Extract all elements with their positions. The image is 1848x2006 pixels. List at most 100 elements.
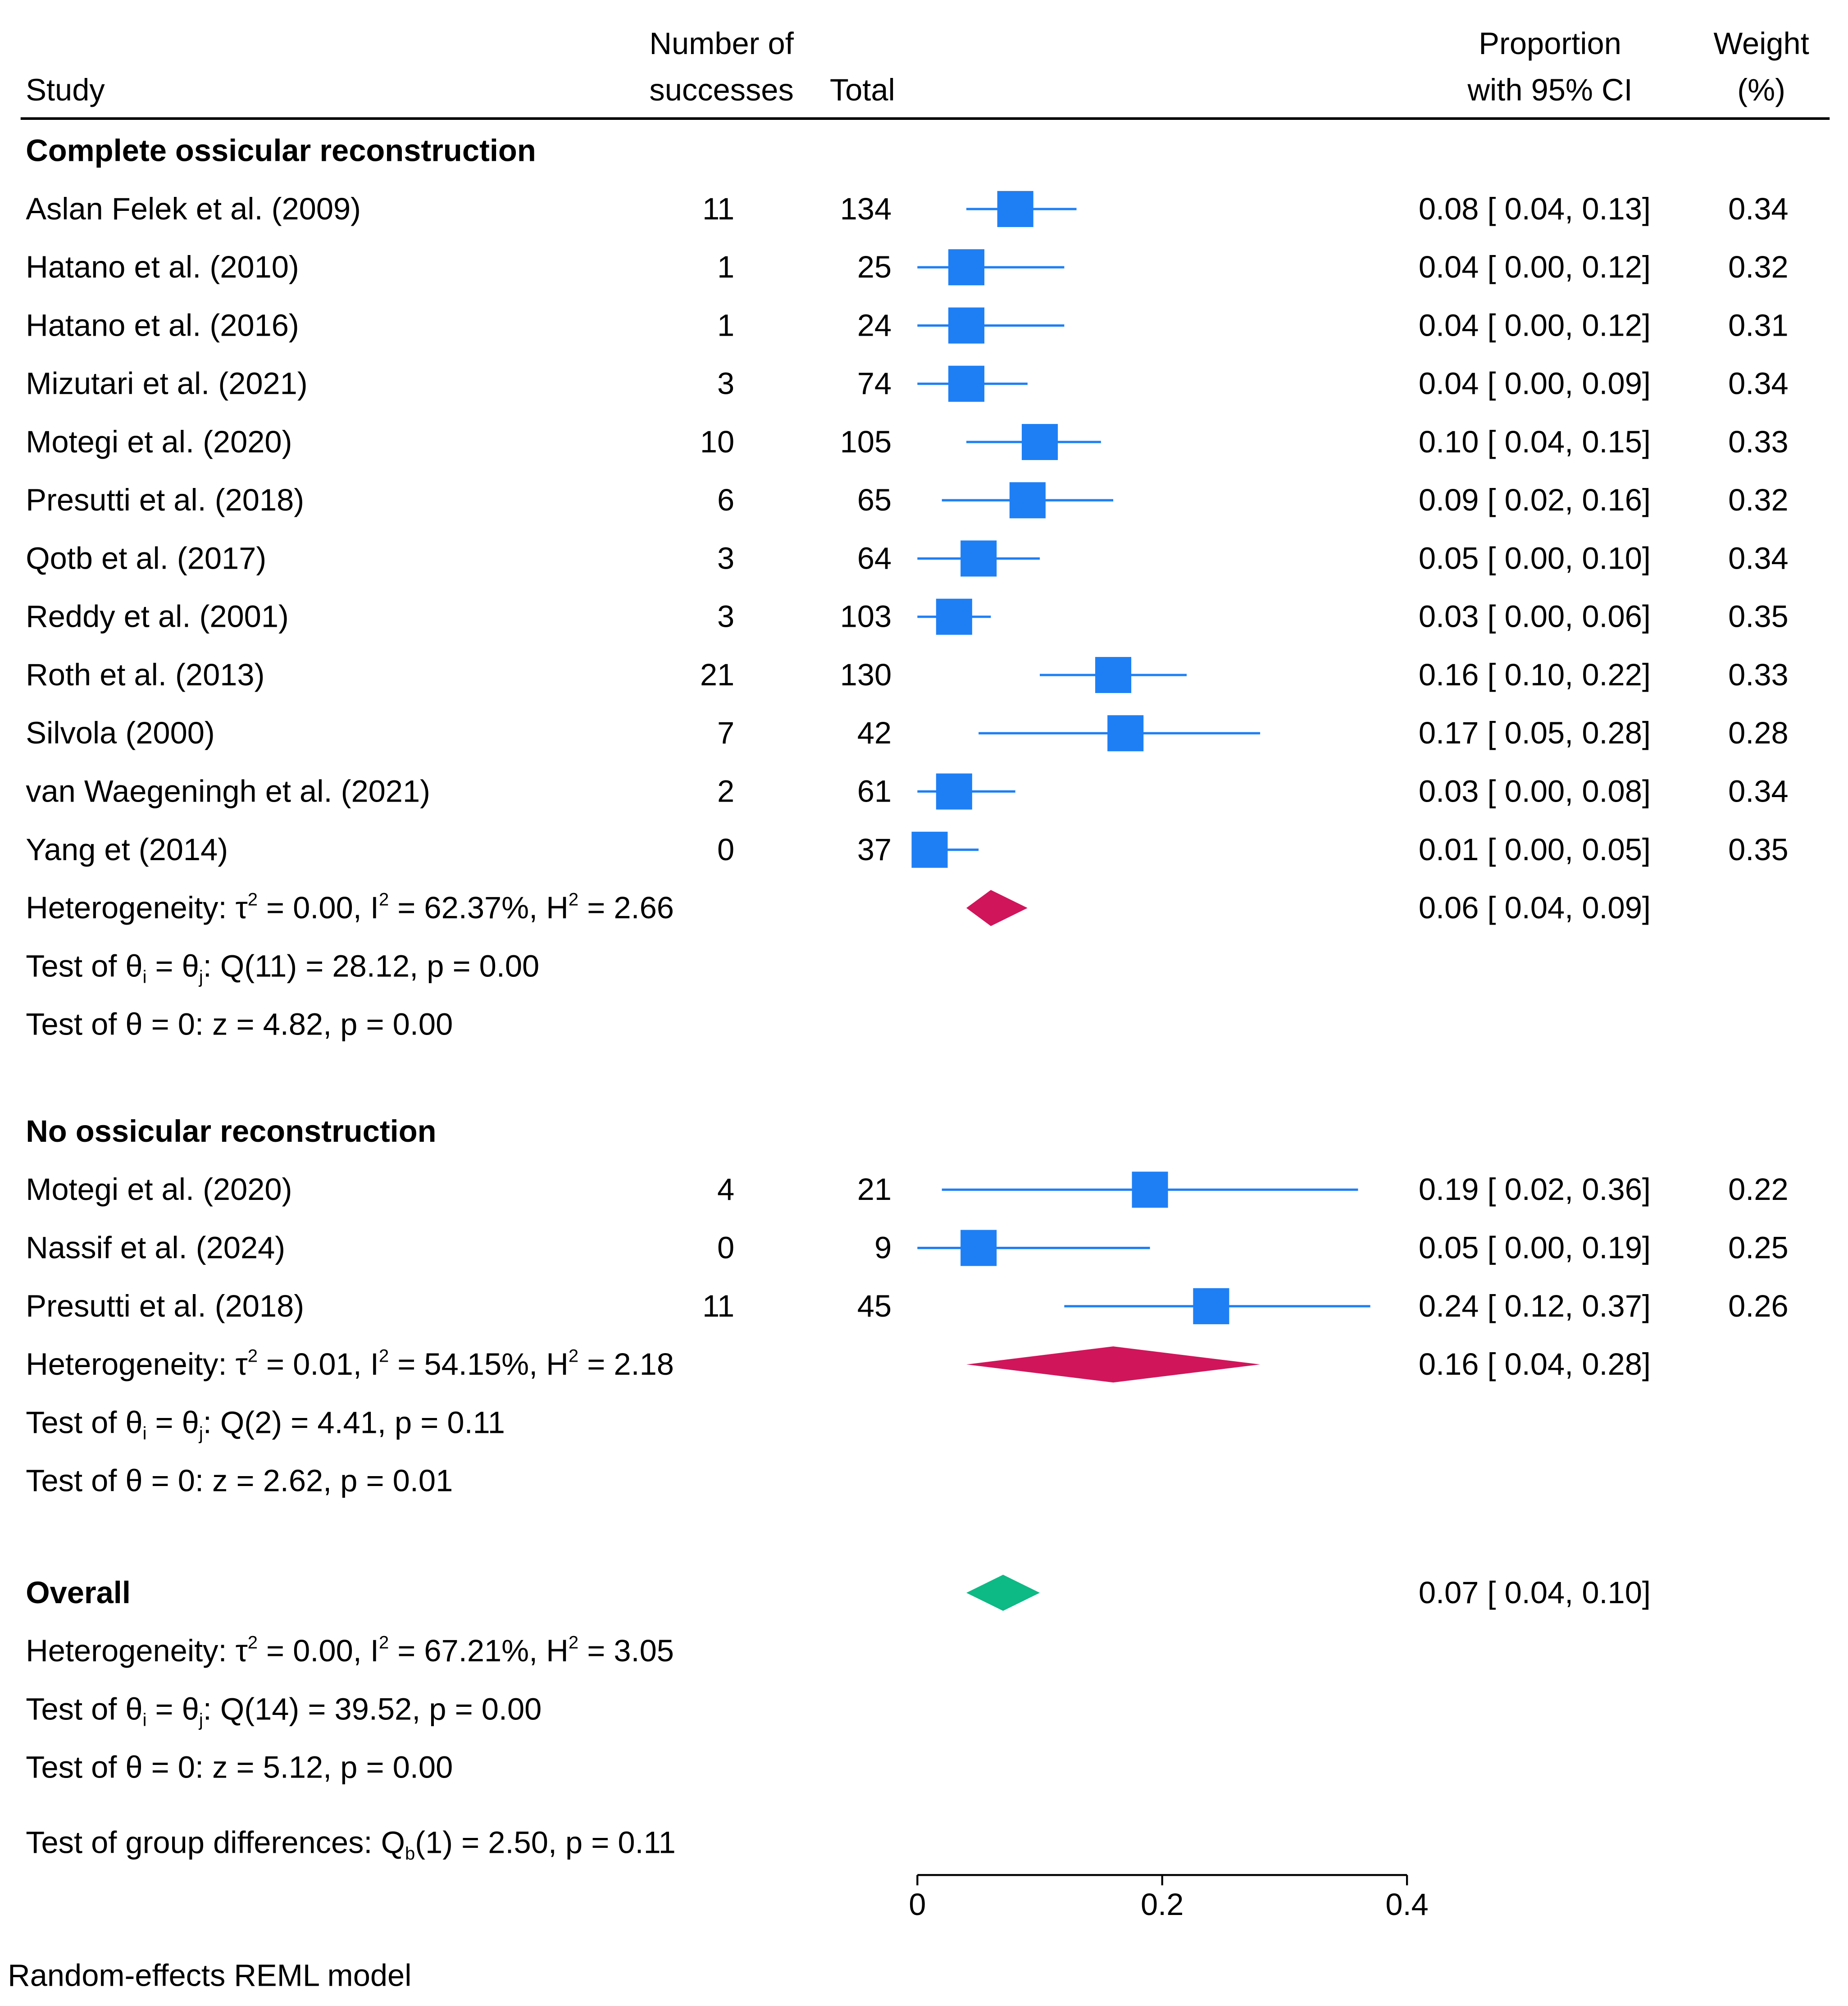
group-1-study-9-weight: 0.33 — [1728, 657, 1789, 692]
group-2-heterogeneity-tau-sup: 2 — [248, 1346, 258, 1366]
overall-heterogeneity-a: Heterogeneity: τ — [26, 1633, 248, 1668]
group-1-study-3-marker — [948, 307, 985, 344]
group-2-study-3-ci-text: 0.24 [ 0.12, 0.37] — [1419, 1289, 1651, 1323]
group-1-study-11-successes: 2 — [717, 774, 734, 808]
group-1-study-7-successes: 3 — [717, 541, 734, 575]
group-1-heterogeneity-h-sup: 2 — [569, 889, 578, 909]
overall-heterogeneity-h-sup: 2 — [569, 1633, 578, 1653]
group-2-q-test-c: : Q(2) = 4.41, p = 0.11 — [203, 1405, 505, 1440]
group-1-study-2-name: Hatano et al. (2010) — [26, 250, 299, 284]
group-1-study-1-weight: 0.34 — [1728, 191, 1789, 226]
group-1-title: Complete ossicular reconstruction — [26, 133, 536, 168]
group-1-study-12-total: 37 — [857, 832, 892, 867]
group-1-study-9-successes: 21 — [700, 657, 734, 692]
group-2-heterogeneity-b: = 0.01, I — [258, 1347, 379, 1381]
group-1-study-10-total: 42 — [857, 716, 892, 750]
group-1-study-2-marker — [948, 249, 985, 286]
group-1-heterogeneity-i-sup: 2 — [379, 889, 389, 909]
group-2-study-1-successes: 4 — [717, 1172, 734, 1207]
group-1-study-9-name: Roth et al. (2013) — [26, 657, 264, 692]
group-1-study-4-successes: 3 — [717, 366, 734, 401]
group-1-study-11-ci-text: 0.03 [ 0.00, 0.08] — [1419, 774, 1651, 808]
group-1-heterogeneity: Heterogeneity: τ2​ = 0.00, I2​ = 62.37%,… — [26, 889, 674, 925]
group-1-study-3-total: 24 — [857, 308, 892, 342]
overall-q-test-j-sub: j — [199, 1710, 203, 1730]
group-1-study-7-total: 64 — [857, 541, 892, 575]
group-diff-suffix: (1) = 2.50, p = 0.11 — [415, 1825, 676, 1860]
overall-label: Overall — [26, 1575, 131, 1610]
group-1-study-12-weight: 0.35 — [1728, 832, 1789, 867]
group-2-study-3-successes: 11 — [702, 1289, 734, 1323]
x-tick-label-2: 0.4 — [1385, 1887, 1428, 1922]
group-1-study-3-successes: 1 — [717, 308, 734, 342]
group-2-q-test-b: = θ — [146, 1405, 199, 1440]
group-1-study-4-weight: 0.34 — [1728, 366, 1789, 401]
footnote-model: Random-effects REML model — [8, 1958, 411, 1992]
overall-q-test-i-sub: i — [143, 1710, 147, 1730]
header-study: Study — [26, 73, 105, 107]
group-1-study-1-marker — [997, 191, 1033, 227]
header-weight-line1: Weight — [1713, 26, 1809, 61]
overall-heterogeneity-tau-sup: 2 — [248, 1633, 258, 1653]
group-2-study-2-successes: 0 — [717, 1231, 734, 1265]
group-1-study-5-total: 105 — [840, 424, 892, 459]
group-1-study-6-successes: 6 — [717, 483, 734, 517]
group-2-pooled-diamond — [966, 1346, 1261, 1383]
group-2-q-test-a: Test of θ — [26, 1405, 142, 1440]
group-1-study-6-name: Presutti et al. (2018) — [26, 483, 304, 517]
group-1-study-5-successes: 10 — [700, 424, 734, 459]
group-1-study-4-total: 74 — [857, 366, 892, 401]
group-1-study-10-ci-text: 0.17 [ 0.05, 0.28] — [1419, 716, 1651, 750]
overall-heterogeneity-d: = 3.05 — [578, 1633, 674, 1668]
group-1-heterogeneity-d: = 2.66 — [578, 890, 674, 925]
group-1-q-test-a: Test of θ — [26, 948, 142, 983]
group-2-heterogeneity-i-sup: 2 — [379, 1346, 389, 1366]
group-1-heterogeneity-tau-sup: 2 — [248, 889, 258, 909]
group-2-heterogeneity-d: = 2.18 — [578, 1347, 674, 1381]
x-tick-label-0: 0 — [909, 1887, 926, 1922]
group-1-study-11-name: van Waegeningh et al. (2021) — [26, 774, 430, 808]
group-2-study-2-name: Nassif et al. (2024) — [26, 1231, 285, 1265]
group-1-study-11-weight: 0.34 — [1728, 774, 1789, 808]
group-diff-test: Test of group differences: Qb​(1) = 2.50… — [26, 1825, 676, 1864]
group-2-study-2-total: 9 — [874, 1231, 892, 1265]
group-1-study-7-name: Qotb et al. (2017) — [26, 541, 266, 575]
group-1-q-test: Test of θi​ = θj​: Q(11) = 28.12, p = 0.… — [26, 948, 539, 987]
group-1-study-2-weight: 0.32 — [1728, 250, 1789, 284]
group-1-study-7-weight: 0.34 — [1728, 541, 1789, 575]
group-1-study-3-weight: 0.31 — [1728, 308, 1789, 342]
overall-diamond — [966, 1574, 1040, 1611]
group-1-z-test: Test of θ = 0: z = 4.82, p = 0.00 — [26, 1007, 453, 1042]
group-1-study-6-ci-text: 0.09 [ 0.02, 0.16] — [1419, 483, 1651, 517]
group-1-study-5-marker — [1021, 424, 1058, 460]
header-successes-line1: Number of — [649, 26, 794, 61]
overall-heterogeneity-i-sup: 2 — [379, 1633, 389, 1653]
group-1-study-2-ci-text: 0.04 [ 0.00, 0.12] — [1419, 250, 1651, 284]
group-1-study-10-name: Silvola (2000) — [26, 716, 215, 750]
group-2-study-2-weight: 0.25 — [1728, 1231, 1789, 1265]
group-1-study-10-marker — [1107, 715, 1144, 752]
group-1-study-9-total: 130 — [840, 657, 892, 692]
group-1-pooled-diamond — [966, 890, 1028, 926]
group-1-heterogeneity-b: = 0.00, I — [258, 890, 379, 925]
overall-heterogeneity: Heterogeneity: τ2​ = 0.00, I2​ = 67.21%,… — [26, 1633, 674, 1669]
group-2-study-1-total: 21 — [857, 1172, 892, 1207]
group-1-study-8-ci-text: 0.03 [ 0.00, 0.06] — [1419, 599, 1651, 634]
group-1-study-1-name: Aslan Felek et al. (2009) — [26, 191, 361, 226]
group-1-study-4-name: Mizutari et al. (2021) — [26, 366, 308, 401]
group-1-study-6-marker — [1009, 482, 1046, 519]
group-1-study-5-weight: 0.33 — [1728, 424, 1789, 459]
group-2-z-test: Test of θ = 0: z = 2.62, p = 0.01 — [26, 1463, 453, 1498]
group-1-study-9-marker — [1095, 657, 1132, 693]
group-1-study-8-name: Reddy et al. (2001) — [26, 599, 289, 634]
group-1-study-2-successes: 1 — [717, 250, 734, 284]
group-1-heterogeneity-a: Heterogeneity: τ — [26, 890, 248, 925]
group-2-heterogeneity: Heterogeneity: τ2​ = 0.01, I2​ = 54.15%,… — [26, 1346, 674, 1381]
group-2-study-3-total: 45 — [857, 1289, 892, 1323]
group-2-study-3-marker — [1193, 1288, 1229, 1324]
group-1-heterogeneity-c: = 62.37%, H — [389, 890, 569, 925]
group-2-study-1-ci-text: 0.19 [ 0.02, 0.36] — [1419, 1172, 1651, 1207]
group-1-q-test-c: : Q(11) = 28.12, p = 0.00 — [203, 948, 539, 983]
